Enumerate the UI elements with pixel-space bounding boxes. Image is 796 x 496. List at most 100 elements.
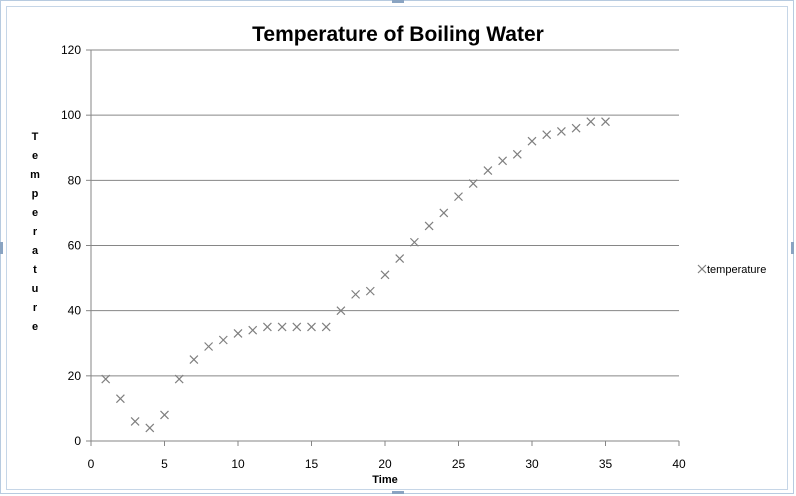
data-point: [130, 417, 140, 426]
data-point-stroke: [409, 237, 419, 247]
data-point: [277, 322, 287, 332]
data-point-stroke: [233, 329, 243, 338]
y-axis-label-letter: e: [32, 150, 38, 162]
data-point: [307, 322, 316, 332]
data-point-stroke: [468, 179, 478, 189]
resize-handle-right[interactable]: [791, 242, 794, 254]
data-point-stroke: [130, 417, 140, 426]
data-point-stroke: [512, 149, 522, 159]
data-point-stroke: [101, 374, 111, 384]
data-points: [101, 117, 610, 433]
data-point-stroke: [439, 208, 449, 218]
data-point: [351, 289, 361, 299]
y-tick-labels: 0 20 40 60 80 100 120: [61, 43, 81, 448]
data-point-stroke: [586, 117, 596, 127]
data-point: [262, 322, 272, 332]
data-point-stroke: [483, 166, 493, 175]
legend-label: temperature: [707, 264, 766, 276]
resize-handle-left[interactable]: [0, 242, 3, 254]
y-axis-label-letter: u: [32, 283, 39, 295]
y-tick-label: 0: [74, 434, 81, 448]
data-point: [424, 221, 434, 231]
data-point-stroke: [174, 374, 184, 384]
data-point: [233, 329, 243, 338]
x-tick-label: 10: [231, 457, 245, 471]
data-point-stroke: [189, 355, 199, 364]
data-point-stroke: [115, 394, 125, 404]
y-axis-label: Temperature: [30, 131, 40, 333]
data-point-stroke: [336, 306, 346, 316]
x-tick-label: 20: [378, 457, 392, 471]
resize-handle-top[interactable]: [392, 0, 404, 3]
y-tick-label: 80: [68, 173, 82, 187]
data-point-stroke: [365, 286, 375, 296]
y-tick-label: 20: [68, 369, 82, 383]
data-point: [174, 374, 184, 384]
data-point: [204, 342, 214, 351]
data-point-stroke: [321, 322, 331, 332]
data-point: [218, 335, 228, 345]
data-point: [160, 410, 169, 420]
data-point-stroke: [160, 410, 169, 420]
axes: [86, 49, 680, 446]
x-tick-label: 5: [161, 457, 168, 471]
data-point: [292, 322, 302, 332]
data-point-stroke: [424, 221, 434, 231]
data-point-stroke: [527, 136, 537, 146]
data-point: [380, 270, 390, 280]
data-point: [454, 192, 463, 202]
x-tick-label: 15: [305, 457, 319, 471]
data-point: [556, 127, 566, 136]
resize-handle-bottom[interactable]: [392, 491, 404, 494]
data-point: [321, 322, 331, 332]
y-axis-label-letter: e: [32, 321, 38, 333]
data-point-stroke: [145, 423, 155, 433]
data-point-stroke: [454, 192, 463, 202]
x-tick-label: 40: [672, 457, 686, 471]
data-point-stroke: [542, 130, 552, 140]
x-tick-label: 35: [599, 457, 613, 471]
data-point: [512, 149, 522, 159]
data-point-stroke: [204, 342, 214, 351]
data-point-stroke: [248, 325, 258, 335]
chart-title: Temperature of Boiling Water: [252, 23, 544, 46]
chart-area-border: [6, 6, 788, 490]
data-point: [468, 179, 478, 189]
data-point: [601, 117, 610, 127]
data-point: [248, 325, 258, 335]
data-point: [483, 166, 493, 175]
data-point: [336, 306, 346, 316]
data-point: [498, 156, 508, 166]
x-tick-labels: 0 5 10 15 20 25 30 35 40: [88, 457, 686, 471]
data-point-stroke: [498, 156, 508, 166]
data-point-stroke: [395, 254, 405, 263]
data-point: [439, 208, 449, 218]
y-axis-label-letter: t: [33, 264, 37, 276]
data-point-stroke: [277, 322, 287, 332]
y-tick-label: 120: [61, 43, 81, 57]
data-point-stroke: [556, 127, 566, 136]
data-point-stroke: [351, 289, 361, 299]
y-axis-label-letter: e: [32, 207, 38, 219]
y-tick-label: 60: [68, 239, 82, 253]
data-point-stroke: [380, 270, 390, 280]
y-tick-label: 40: [68, 304, 82, 318]
x-tick-label: 25: [452, 457, 466, 471]
data-point: [571, 123, 581, 133]
legend-marker: [697, 264, 707, 274]
data-point: [527, 136, 537, 146]
y-axis-label-letter: T: [32, 131, 39, 143]
y-axis-label-letter: m: [30, 169, 40, 181]
legend-marker-stroke: [697, 264, 707, 274]
legend: temperature: [697, 264, 766, 276]
y-axis-label-letter: r: [33, 226, 38, 238]
data-point-stroke: [601, 117, 610, 127]
x-tick-label: 30: [525, 457, 539, 471]
data-point: [189, 355, 199, 364]
x-axis-label: Time: [372, 474, 397, 486]
data-point-stroke: [262, 322, 272, 332]
data-point: [542, 130, 552, 140]
data-point: [145, 423, 155, 433]
x-tick-label: 0: [88, 457, 95, 471]
